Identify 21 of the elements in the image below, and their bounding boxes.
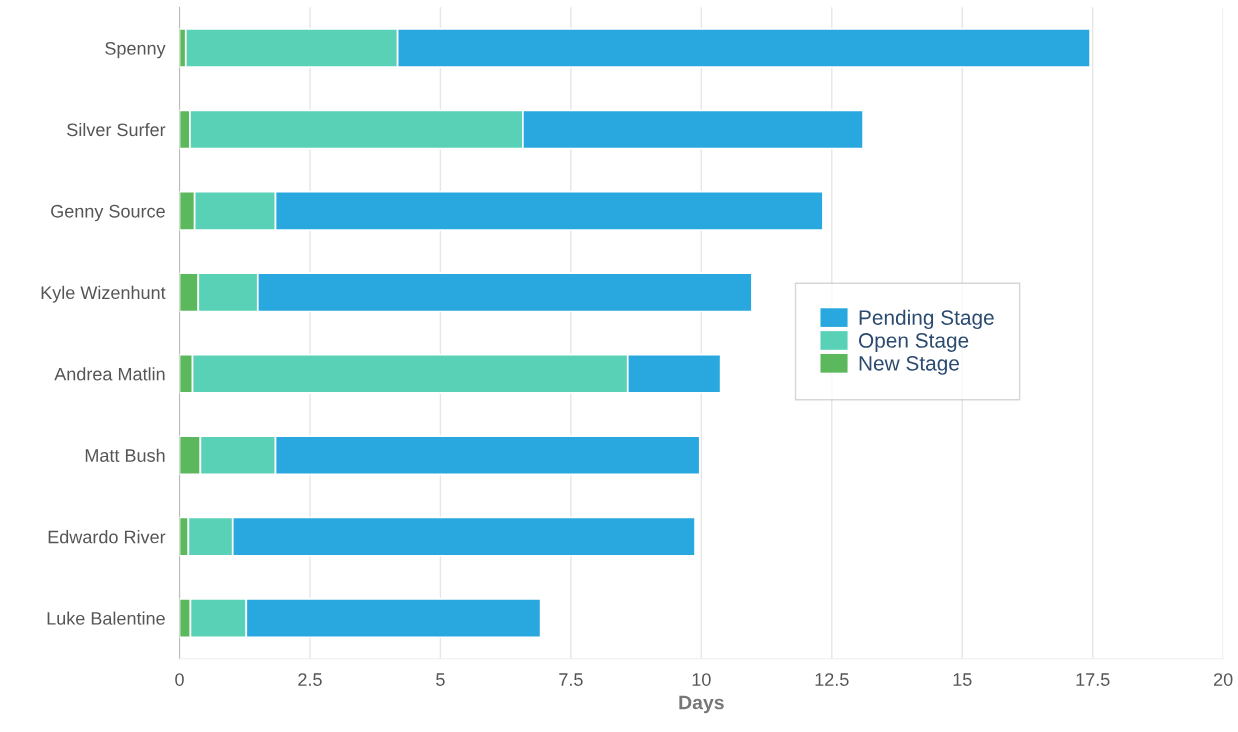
y-tick-label: Andrea Matlin [54,367,165,381]
x-tick-label: 20 [1214,673,1233,686]
x-tick-label: 7.5 [559,673,583,686]
x-tick-label: 17.5 [1076,673,1110,686]
y-tick-label: Silver Surfer [67,122,166,137]
x-tick-label: 2.5 [298,673,322,686]
x-tick-label: 0 [175,673,184,686]
y-tick-label: Matt Bush [85,448,165,462]
y-tick-label: Edwardo River [48,530,166,544]
y-tick-label: Genny Source [51,204,165,222]
y-tick-label: Spenny [105,41,166,59]
legend-label: Pending Stage [859,309,994,330]
x-tick-label: 15 [953,673,972,686]
x-tick-label: 12.5 [815,673,849,686]
x-tick-label: 5 [436,673,445,686]
x-axis-title: Days [679,695,724,714]
legend-label: Open Stage [858,333,969,352]
y-tick-label: Kyle Wizenhunt [41,285,166,303]
y-tick-label: Luke Balentine [47,611,165,625]
legend-label: New Stage [859,355,959,375]
x-tick-label: 10 [692,673,711,686]
